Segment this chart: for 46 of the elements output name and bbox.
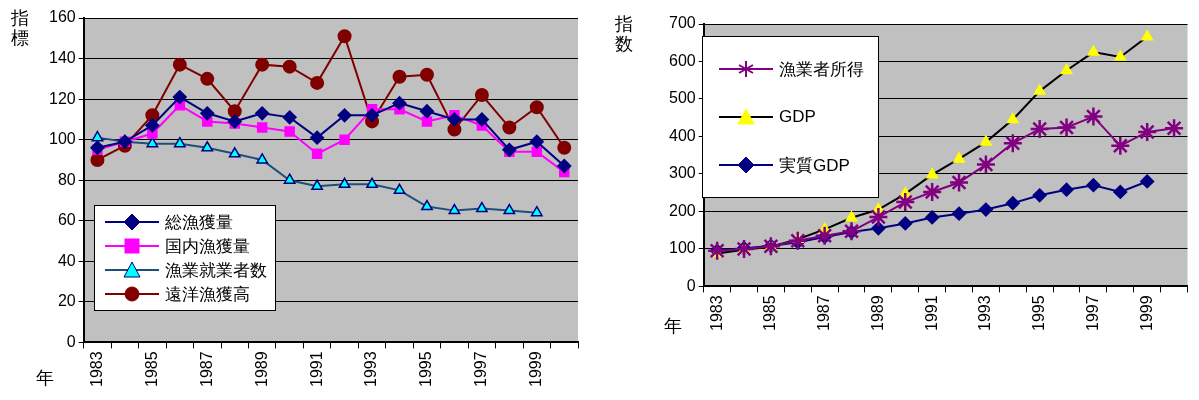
y-tick-label: 700 <box>668 14 696 32</box>
y-tick-label: 100 <box>48 130 76 148</box>
legend-label: 国内漁獲量 <box>165 235 250 258</box>
x-tick-label: 1993 <box>362 351 380 387</box>
y-tick-label: 500 <box>668 89 696 107</box>
y-tick-label: 120 <box>48 89 76 107</box>
y-tick-label: 300 <box>668 164 696 182</box>
y-tick-label: 0 <box>66 332 76 350</box>
y-tick-label: 200 <box>668 201 696 219</box>
y-tick-label: 400 <box>668 126 696 144</box>
x-tick-label: 1997 <box>472 351 490 387</box>
y-axis-title: 指標 <box>10 8 30 48</box>
x-tick-label: 1999 <box>1137 295 1155 331</box>
x-tick-label: 1987 <box>197 351 215 387</box>
y-tick-label: 160 <box>48 8 76 26</box>
legend-label: 遠洋漁獲高 <box>165 283 250 306</box>
x-tick-label: 1991 <box>922 295 940 331</box>
y-axis-title: 指数 <box>614 14 634 54</box>
y-tick-label: 40 <box>57 251 76 269</box>
legend-label: 漁業就業者数 <box>165 259 267 282</box>
x-tick-label: 1991 <box>307 351 325 387</box>
y-tick-label: 600 <box>668 51 696 69</box>
y-tick-label: 20 <box>57 292 76 310</box>
y-tick-label: 0 <box>686 276 696 294</box>
y-tick-label: 140 <box>48 48 76 66</box>
x-tick-label: 1995 <box>1030 295 1048 331</box>
x-tick-label: 1987 <box>815 295 833 331</box>
legend-label: GDP <box>779 107 816 127</box>
x-tick-label: 1989 <box>868 295 886 331</box>
x-tick-label: 1983 <box>707 295 725 331</box>
y-tick-label: 80 <box>57 170 76 188</box>
x-axis-title: 年 <box>36 367 54 390</box>
y-tick-label: 100 <box>668 239 696 257</box>
x-tick-label: 1989 <box>252 351 270 387</box>
legend-label: 漁業者所得 <box>779 58 864 81</box>
legend-label: 実質GDP <box>779 154 850 177</box>
x-tick-label: 1985 <box>761 295 779 331</box>
x-axis-title: 年 <box>664 315 682 338</box>
x-tick-label: 1999 <box>527 351 545 387</box>
x-tick-label: 1997 <box>1083 295 1101 331</box>
x-tick-label: 1995 <box>417 351 435 387</box>
y-tick-label: 60 <box>57 211 76 229</box>
x-tick-label: 1983 <box>87 351 105 387</box>
legend-label: 総漁獲量 <box>165 211 233 234</box>
x-tick-label: 1985 <box>142 351 160 387</box>
x-tick-label: 1993 <box>976 295 994 331</box>
